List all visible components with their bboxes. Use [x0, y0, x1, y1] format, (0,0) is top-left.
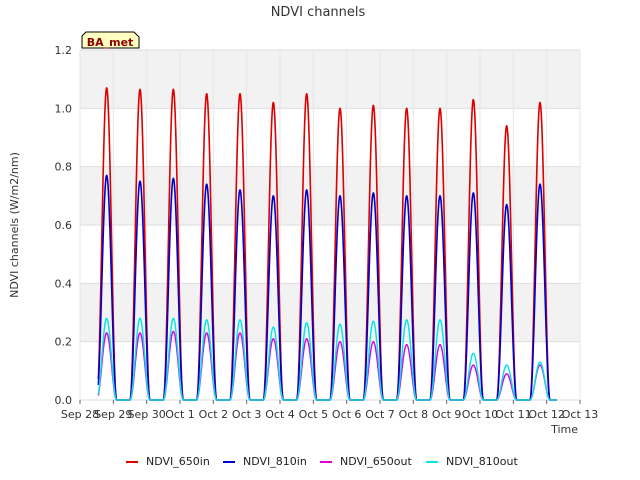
y-axis-ticks: 0.0 0.2 0.4 0.6 0.8 1.0 1.2 — [55, 44, 73, 407]
plot-band — [80, 283, 580, 342]
legend-item: NDVI_650out — [320, 455, 412, 468]
y-tick-label: 0.4 — [55, 277, 73, 290]
y-tick-label: 0.2 — [55, 336, 73, 349]
x-tick-label: Oct 5 — [299, 408, 329, 421]
y-tick-label: 1.0 — [55, 102, 73, 115]
x-tick-label: Oct 6 — [332, 408, 362, 421]
plot-band — [80, 341, 580, 400]
x-tick-label: Oct 11 — [495, 408, 532, 421]
x-axis-title: Time — [550, 423, 578, 436]
x-tick-label: Oct 7 — [365, 408, 395, 421]
x-tick-label: Sep 29 — [94, 408, 132, 421]
plot-band — [80, 50, 580, 109]
y-axis-title: NDVI channels (W/m2/nm) — [8, 152, 21, 298]
x-tick-label: Sep 28 — [61, 408, 99, 421]
x-tick-label: Oct 12 — [528, 408, 565, 421]
station-badge-shape — [81, 31, 140, 49]
legend-item: NDVI_650in — [126, 455, 210, 468]
station-badge-label: BA_met — [87, 36, 134, 49]
x-tick-label: Oct 4 — [265, 408, 295, 421]
x-tick-label: Oct 1 — [165, 408, 195, 421]
legend-item: NDVI_810in — [223, 455, 307, 468]
x-tick-label: Oct 10 — [462, 408, 499, 421]
x-tick-label: Oct 3 — [232, 408, 262, 421]
y-tick-label: 0.0 — [55, 394, 73, 407]
x-tick-label: Oct 8 — [399, 408, 429, 421]
legend-item: NDVI_810out — [426, 455, 518, 468]
x-tick-label: Oct 2 — [199, 408, 229, 421]
station-badge: BA_met — [81, 31, 140, 49]
legend-label: NDVI_810in — [243, 455, 307, 468]
plot-band — [80, 166, 580, 225]
legend-label: NDVI_650out — [340, 455, 412, 468]
y-tick-label: 0.6 — [55, 219, 73, 232]
x-tick-label: Oct 9 — [432, 408, 462, 421]
legend: NDVI_650in NDVI_810in NDVI_650out NDVI_810o… — [126, 455, 518, 468]
y-tick-label: 1.2 — [55, 44, 73, 57]
series-layer — [97, 87, 558, 401]
chart-title: NDVI channels — [271, 5, 366, 20]
y-tick-label: 0.8 — [55, 161, 73, 174]
x-tick-label: Sep 30 — [128, 408, 166, 421]
plot-band — [80, 108, 580, 167]
series-line-ndvi-810out — [97, 317, 558, 401]
legend-label: NDVI_810out — [446, 455, 518, 468]
x-tick-label: Oct 13 — [562, 408, 599, 421]
plot-band — [80, 225, 580, 284]
legend-label: NDVI_650in — [146, 455, 210, 468]
plot-background-bands — [80, 50, 580, 400]
